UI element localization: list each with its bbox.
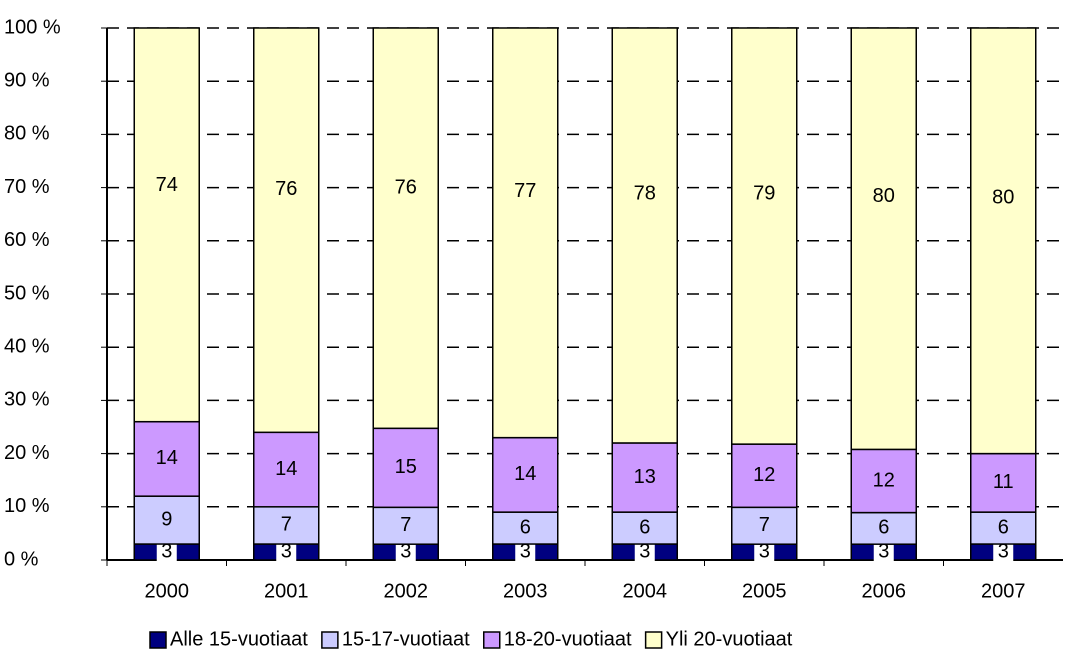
bar-segment: [253, 27, 320, 434]
label-background: [276, 540, 297, 565]
y-tick-label: 70 %: [4, 176, 50, 198]
legend-label: 18-20-vuotiaat: [504, 628, 632, 650]
x-tick-label: 2003: [503, 580, 548, 602]
bar-segment: [492, 27, 559, 439]
legend-label: Alle 15-vuotiaat: [170, 628, 308, 650]
label-background: [873, 540, 894, 565]
data-label: 6: [998, 516, 1009, 538]
data-label: 12: [873, 469, 895, 491]
data-label: 3: [281, 540, 292, 562]
data-label: 3: [998, 540, 1009, 562]
x-tick-label: 2006: [862, 580, 907, 602]
data-label: 14: [156, 447, 178, 469]
bar-segment: [253, 431, 320, 508]
label-background: [634, 540, 655, 565]
y-tick-label: 20 %: [4, 442, 50, 464]
y-tick-label: 50 %: [4, 282, 50, 304]
x-tick-label: 2002: [384, 580, 429, 602]
bar-segment: [731, 27, 798, 445]
y-tick-label: 100 %: [4, 16, 61, 38]
data-label: 13: [634, 466, 656, 488]
bar-segment: [611, 442, 678, 513]
data-label: 12: [753, 464, 775, 486]
data-label: 3: [400, 540, 411, 562]
legend-label: 15-17-vuotiaat: [342, 628, 470, 650]
bar-segment: [970, 27, 1037, 455]
y-tick-label: 60 %: [4, 229, 50, 251]
data-label: 80: [873, 185, 895, 207]
data-label: 6: [520, 516, 531, 538]
data-label: 78: [634, 182, 656, 204]
data-label: 7: [281, 514, 292, 536]
bar-segment: [850, 448, 917, 514]
x-tick-label: 2007: [981, 580, 1026, 602]
data-label: 77: [514, 180, 536, 202]
bar-segment: [133, 27, 200, 423]
data-label: 76: [275, 178, 297, 200]
bar-segment: [372, 27, 439, 430]
data-label: 3: [161, 540, 172, 562]
y-tick-label: 40 %: [4, 335, 50, 357]
bar-segment: [611, 511, 678, 545]
bar-segment: [492, 511, 559, 545]
bar-segment: [133, 420, 200, 497]
y-tick-label: 90 %: [4, 69, 50, 91]
y-tick-label: 0 %: [4, 548, 39, 570]
data-label: 7: [400, 514, 411, 536]
data-label: 3: [878, 540, 889, 562]
legend-swatch: [483, 631, 501, 649]
x-tick-label: 2001: [264, 580, 309, 602]
data-label: 11: [993, 471, 1014, 493]
data-label: 6: [639, 516, 650, 538]
x-tick-label: 2005: [742, 580, 787, 602]
data-label: 14: [275, 458, 297, 480]
label-background: [156, 540, 177, 565]
bar-segment: [253, 506, 320, 545]
x-tick-label: 2000: [145, 580, 190, 602]
data-label: 79: [753, 183, 775, 205]
label-background: [754, 540, 775, 565]
data-label: 80: [992, 187, 1014, 209]
data-label: 6: [878, 517, 889, 539]
data-label: 15: [395, 456, 417, 478]
data-label: 74: [156, 174, 178, 196]
bar-segment: [970, 511, 1037, 545]
data-label: 3: [639, 540, 650, 562]
bar-segment: [372, 427, 439, 509]
data-label: 3: [759, 540, 770, 562]
legend-swatch: [321, 631, 339, 649]
label-background: [993, 540, 1014, 565]
y-tick-label: 30 %: [4, 389, 50, 411]
legend-label: Yli 20-vuotiaat: [666, 628, 793, 650]
bar-segment: [850, 27, 917, 451]
data-label: 3: [520, 540, 531, 562]
data-label: 14: [514, 463, 536, 485]
bar-segment: [970, 452, 1037, 513]
legend-swatch: [644, 631, 663, 649]
x-tick-label: 2004: [623, 580, 668, 602]
y-tick-label: 10 %: [4, 495, 50, 517]
label-background: [515, 540, 536, 565]
bar-segment: [611, 27, 678, 444]
data-label: 7: [759, 514, 770, 536]
data-label: 9: [161, 508, 172, 530]
legend-swatch: [149, 631, 167, 649]
y-tick-label: 80 %: [4, 123, 50, 145]
data-label: 76: [395, 176, 417, 198]
label-background: [395, 540, 416, 565]
